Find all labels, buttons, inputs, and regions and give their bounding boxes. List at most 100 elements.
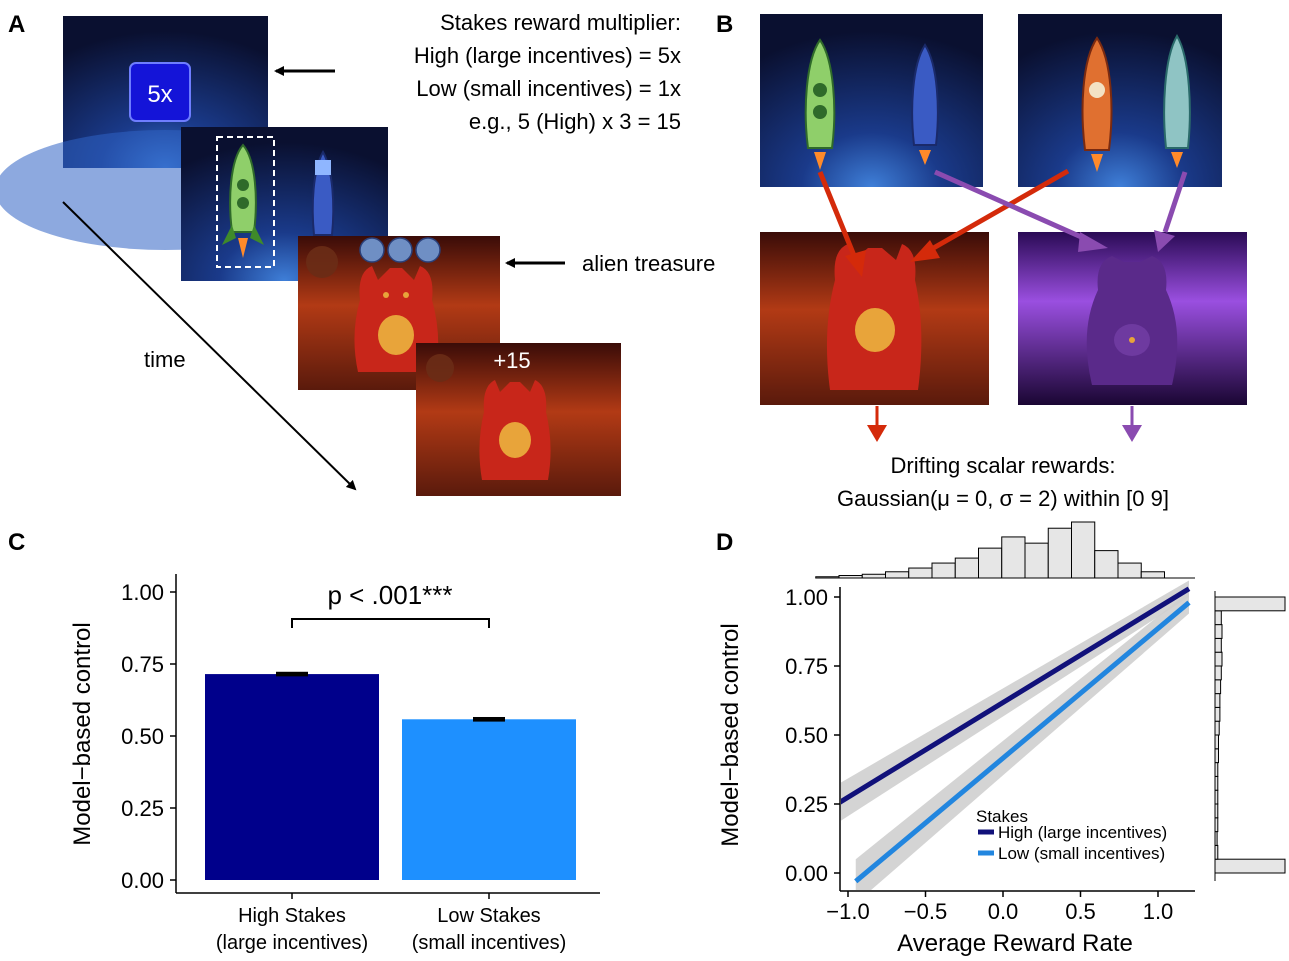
reward-text: +15: [493, 348, 530, 373]
x-histogram-bar: [1140, 571, 1165, 579]
y-tick-label: 0.25: [785, 792, 828, 817]
x-histogram-bar: [1117, 562, 1142, 579]
x-tick-label: High Stakes: [238, 905, 346, 927]
time-label: time: [144, 347, 186, 372]
legend-label: Low (small incentives): [998, 844, 1165, 863]
y-histogram-bar: [1214, 610, 1222, 626]
x-tick-label: (small incentives): [412, 932, 566, 954]
y-histogram-bar: [1214, 596, 1286, 612]
y-histogram-bar: [1214, 844, 1219, 860]
teal-rocket-icon: [1163, 34, 1191, 149]
x-histogram-bar: [1094, 550, 1119, 579]
panel-b: Drifting scalar rewards: Gaussian(μ = 0,…: [760, 14, 1247, 511]
multiplier-text: 5x: [147, 81, 172, 108]
red-alien-small-icon: [479, 380, 551, 480]
x-tick-label: (large incentives): [216, 932, 368, 954]
y-tick-label: 0.75: [121, 652, 164, 677]
x-histogram-bar: [815, 576, 840, 579]
panel-a: 5x Stakes reward multiplier: High (large…: [0, 10, 715, 496]
arrow-red-1: [817, 171, 858, 259]
blue-rocket-icon: [911, 43, 939, 146]
y-histogram-bar: [1214, 720, 1220, 736]
rocket-pair-2-screen: [1018, 14, 1222, 187]
x-tick-label: Low Stakes: [437, 905, 540, 927]
green-rocket-icon: [222, 143, 264, 258]
red-planet-screen: [760, 232, 989, 405]
y-tick-label: 1.00: [121, 580, 164, 605]
y-histogram-bar: [1214, 637, 1222, 653]
plot-area: [841, 580, 1191, 890]
y-axis-label: Model−based control: [69, 622, 96, 845]
x-histogram-bar: [1047, 527, 1072, 579]
bar-chart-c: Model−based control p < .001*** 0.00 0.25…: [69, 574, 600, 954]
arrow-red-2: [928, 168, 1070, 253]
x-histogram-bar: [978, 547, 1003, 579]
panel-label-b: B: [716, 11, 733, 38]
y-tick-label: 0.50: [785, 723, 828, 748]
legend-label: High (large incentives): [998, 823, 1167, 842]
y-tick-label: 0.25: [121, 796, 164, 821]
y-histogram-bar: [1214, 789, 1219, 805]
stakes-line-4: e.g., 5 (High) x 3 = 15: [469, 109, 681, 134]
y-tick-label: 0.00: [121, 868, 164, 893]
regression-chart-d: Model−based control Average Reward Rate …: [717, 521, 1286, 957]
x-tick-label: −1.0: [826, 899, 869, 924]
y-histogram-bar: [1214, 775, 1219, 791]
y-histogram-bar: [1214, 831, 1218, 846]
regression-line: [841, 586, 1191, 805]
purple-planet-screen: [1018, 232, 1247, 405]
significance-annotation: p < .001***: [327, 580, 452, 610]
y-tick-label: 1.00: [785, 585, 828, 610]
regression-line: [854, 600, 1191, 884]
y-histogram-bar: [1214, 665, 1222, 681]
panel-label-d: D: [716, 529, 733, 556]
stakes-line-2: High (large incentives) = 5x: [414, 43, 681, 68]
y-histogram-bar: [1214, 817, 1219, 833]
y-histogram-bar: [1214, 762, 1219, 777]
error-bar: [276, 671, 308, 677]
rocket-choice-screen: [181, 127, 388, 281]
error-bar: [473, 716, 505, 722]
y-histogram-bar: [1214, 734, 1219, 750]
y-histogram-bar: [1214, 803, 1219, 819]
y-histogram-bar: [1214, 693, 1221, 708]
x-tick-label: 0.5: [1065, 899, 1096, 924]
x-histogram-bar: [1071, 521, 1096, 579]
stakes-text: Stakes reward multiplier: High (large in…: [414, 10, 681, 134]
transition-arrows: [817, 168, 1188, 442]
bar: [402, 719, 576, 880]
legend-title: Stakes: [976, 807, 1028, 826]
x-tick-label: −0.5: [904, 899, 947, 924]
y-histogram-bar: [1214, 858, 1286, 874]
stakes-line-3: Low (small incentives) = 1x: [416, 76, 681, 101]
significance-bracket: [291, 618, 490, 628]
x-histogram-bar: [908, 567, 933, 579]
blue-rocket-icon: [311, 149, 335, 252]
y-tick-label: 0.00: [785, 861, 828, 886]
x-axis-label: Average Reward Rate: [897, 930, 1133, 957]
y-axis-label: Model−based control: [717, 623, 744, 846]
x-histogram-bar: [954, 557, 979, 579]
arrow-purple-2: [1162, 171, 1188, 233]
y-histogram-bar: [1214, 706, 1221, 722]
arrow-purple-1: [933, 169, 1090, 243]
stakes-line-1: Stakes reward multiplier:: [440, 10, 681, 35]
bar: [205, 674, 379, 880]
treasure-label: alien treasure: [582, 251, 715, 276]
reward-caption-line-2: Gaussian(μ = 0, σ = 2) within [0 9]: [837, 486, 1169, 511]
y-tick-label: 0.75: [785, 654, 828, 679]
reward-screen: +15: [416, 343, 621, 496]
x-histogram-bar: [1024, 542, 1049, 579]
x-histogram-bar: [861, 573, 886, 579]
confidence-band: [841, 580, 1189, 821]
x-tick-label: 0.0: [988, 899, 1019, 924]
y-tick-label: 0.50: [121, 724, 164, 749]
x-histogram-bar: [931, 562, 956, 579]
panel-label-a: A: [8, 11, 25, 38]
rocket-pair-1-screen: [760, 14, 983, 187]
selection-box: [216, 136, 275, 268]
treasure-icon: [359, 237, 441, 263]
x-tick-label: 1.0: [1143, 899, 1174, 924]
x-histogram-bar: [885, 571, 910, 579]
